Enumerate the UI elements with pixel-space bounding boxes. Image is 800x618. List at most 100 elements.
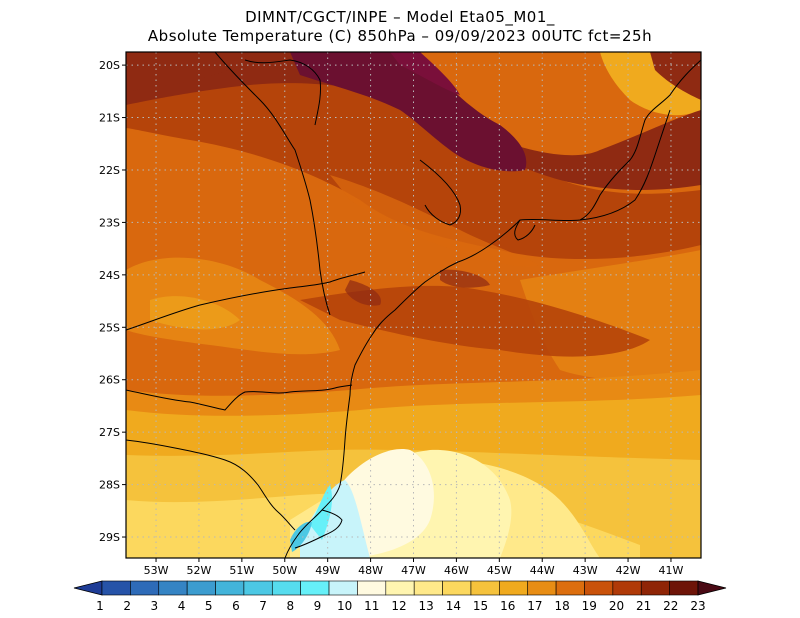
blotch-2 bbox=[440, 269, 490, 288]
coastline-lagoon bbox=[294, 509, 343, 549]
colorbar-label: 3 bbox=[151, 599, 159, 613]
longitude-axis: 53W 52W 51W 50W 49W 48W 47W 46W 45W 44W 43W 42W 41W bbox=[144, 558, 684, 577]
lat-tick-label: 20S bbox=[99, 59, 120, 72]
colorbar-swatch bbox=[186, 580, 216, 596]
colorbar-label: 2 bbox=[123, 599, 131, 613]
region-brown-ne bbox=[650, 52, 701, 100]
band-cold-blue bbox=[290, 521, 312, 552]
lon-tick-label: 53W bbox=[144, 564, 169, 577]
lat-tick-label: 22S bbox=[99, 164, 120, 177]
colorbar-label: 16 bbox=[500, 599, 515, 613]
colorbar-swatch bbox=[130, 580, 160, 596]
colorbar-label: 7 bbox=[259, 599, 267, 613]
colorbar-label: 14 bbox=[446, 599, 461, 613]
colorbar-label: 12 bbox=[391, 599, 406, 613]
colorbar-swatch bbox=[413, 580, 443, 596]
lat-tick-label: 29S bbox=[99, 531, 120, 544]
lat-tick-label: 23S bbox=[99, 216, 120, 229]
lat-tick-label: 25S bbox=[99, 321, 120, 334]
colorbar-label: 15 bbox=[473, 599, 488, 613]
border-uruguay bbox=[126, 439, 296, 531]
colorbar-label: 18 bbox=[554, 599, 569, 613]
colorbar-label: 4 bbox=[178, 599, 186, 613]
colorbar-swatch bbox=[101, 580, 131, 596]
region-maroon-core bbox=[290, 52, 527, 172]
band-cold-cyan bbox=[310, 485, 333, 540]
lon-tick-label: 51W bbox=[229, 564, 254, 577]
chart-title-line1: DIMNT/CGCT/INPE – Model Eta05_M01_ bbox=[245, 8, 555, 26]
colorbar-label: 21 bbox=[636, 599, 651, 613]
colorbar-arrow-left bbox=[73, 580, 103, 596]
band-cream bbox=[340, 449, 434, 558]
lat-tick-label: 26S bbox=[99, 374, 120, 387]
colorbar-label: 11 bbox=[364, 599, 379, 613]
plume-west-gold bbox=[150, 296, 240, 330]
coastline bbox=[284, 59, 701, 558]
colorbar-swatch bbox=[499, 580, 529, 596]
border-pr-sc bbox=[126, 271, 366, 331]
colorbar-swatch bbox=[243, 580, 273, 596]
colorbar-label: 22 bbox=[663, 599, 678, 613]
lat-tick-label: 27S bbox=[99, 426, 120, 439]
border-ms-sp bbox=[214, 52, 331, 316]
chart-title-line2: Absolute Temperature (C) 850hPa – 09/09/… bbox=[147, 27, 653, 45]
colorbar-swatch bbox=[385, 580, 415, 596]
region-brown-nw bbox=[126, 52, 260, 92]
region-brown bbox=[126, 52, 701, 190]
lon-tick-label: 52W bbox=[187, 564, 212, 577]
colorbar-swatch bbox=[271, 580, 301, 596]
region-rust-central bbox=[300, 285, 650, 357]
colorbar-swatch bbox=[584, 580, 614, 596]
colorbar-label: 8 bbox=[286, 599, 294, 613]
colorbar-arrow-right bbox=[697, 580, 727, 596]
colorbar-swatch bbox=[442, 580, 472, 596]
temperature-field bbox=[126, 52, 701, 558]
colorbar-label: 1 bbox=[96, 599, 104, 613]
border-north bbox=[244, 59, 321, 126]
colorbar: 1 2 3 4 5 6 7 8 9 10 11 12 13 14 15 16 17 18 19 20 21 22 23 bbox=[73, 580, 727, 613]
lon-tick-label: 42W bbox=[616, 564, 641, 577]
colorbar-label: 13 bbox=[419, 599, 434, 613]
coastline-rj-bay bbox=[514, 219, 536, 241]
region-maroon-peak bbox=[390, 52, 460, 95]
lon-tick-label: 48W bbox=[358, 564, 383, 577]
blotch-1 bbox=[345, 280, 381, 306]
colorbar-label: 9 bbox=[314, 599, 322, 613]
streak-orange bbox=[330, 175, 540, 267]
colorbar-swatch bbox=[158, 580, 188, 596]
lon-tick-label: 47W bbox=[401, 564, 426, 577]
colorbar-swatch bbox=[300, 580, 330, 596]
region-rust bbox=[126, 52, 701, 260]
lon-tick-label: 50W bbox=[272, 564, 297, 577]
colorbar-swatch bbox=[669, 580, 699, 596]
lat-tick-label: 24S bbox=[99, 269, 120, 282]
lon-tick-label: 43W bbox=[573, 564, 598, 577]
lat-tick-label: 21S bbox=[99, 112, 120, 125]
lon-tick-label: 46W bbox=[444, 564, 469, 577]
colorbar-label: 5 bbox=[205, 599, 213, 613]
plume-west-orange bbox=[126, 257, 340, 355]
colorbar-swatch bbox=[527, 580, 557, 596]
colorbar-label: 20 bbox=[609, 599, 624, 613]
colorbar-label: 23 bbox=[690, 599, 705, 613]
lon-tick-label: 41W bbox=[659, 564, 684, 577]
colorbar-swatch bbox=[640, 580, 670, 596]
border-sc-rs bbox=[126, 384, 353, 411]
border-sp-mg bbox=[419, 159, 461, 226]
colorbar-label: 19 bbox=[582, 599, 597, 613]
colorbar-swatch bbox=[215, 580, 245, 596]
lon-tick-label: 44W bbox=[530, 564, 555, 577]
colorbar-label: 10 bbox=[337, 599, 352, 613]
colorbar-swatch bbox=[357, 580, 387, 596]
colorbar-swatch bbox=[612, 580, 642, 596]
lon-tick-label: 49W bbox=[315, 564, 340, 577]
colorbar-swatch bbox=[470, 580, 500, 596]
coastline-borders bbox=[126, 52, 701, 558]
lon-tick-label: 45W bbox=[487, 564, 512, 577]
colorbar-swatch bbox=[328, 580, 358, 596]
colorbar-label: 6 bbox=[232, 599, 240, 613]
lat-tick-label: 28S bbox=[99, 479, 120, 492]
colorbar-swatch bbox=[555, 580, 585, 596]
border-rj-mg bbox=[579, 109, 671, 221]
